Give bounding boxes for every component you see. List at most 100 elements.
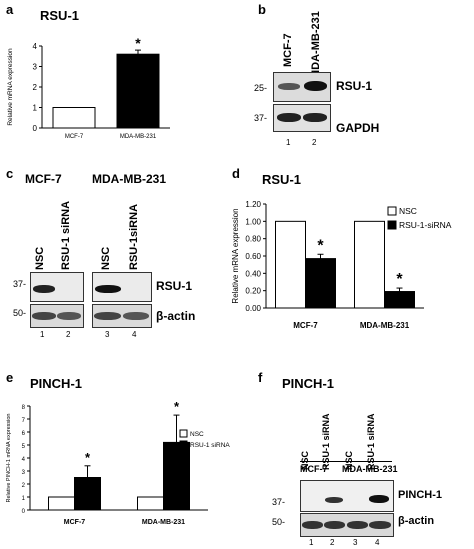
panel-c-group-2: MDA-MB-231: [92, 172, 167, 186]
panel-e-title: PINCH-1: [30, 376, 83, 391]
panel-f-band: [347, 521, 368, 529]
bar: [74, 477, 101, 511]
bar: [163, 441, 190, 511]
y-axis-label: Relative PINCH-1 mRNA expression: [6, 414, 12, 503]
significance-marker: *: [135, 35, 141, 51]
panel-a-letter: a: [6, 2, 14, 17]
y-tick-label: 4: [33, 42, 38, 51]
panel-f-group-line-1: [300, 461, 344, 462]
y-axis-label: Relative mRNA expression: [7, 48, 14, 126]
panel-f-band: [324, 521, 345, 529]
legend-swatch: [179, 440, 188, 449]
y-tick-label: 0.00: [245, 304, 261, 313]
panel-f-lane-number-2: 2: [330, 538, 335, 547]
bar: [137, 496, 164, 511]
y-tick-label: 1.00: [245, 217, 261, 226]
panel-f-mw-top: 37-: [272, 497, 286, 507]
panel-c-blot-actin-mda: [92, 304, 152, 328]
panel-b-lane-label-2: MDA-MB-231: [310, 11, 322, 79]
x-category-label: MDA-MB-231: [120, 134, 157, 140]
y-tick-label: 0.20: [245, 287, 261, 296]
panel-e-letter: e: [6, 370, 14, 385]
panel-b-lane-number-2: 2: [312, 138, 317, 147]
significance-marker: *: [85, 450, 91, 465]
panel-c-band: [95, 285, 121, 293]
panel-b-blot-rsu1: [273, 72, 331, 102]
bar: [52, 107, 96, 129]
panel-d-letter: d: [232, 166, 240, 181]
panel-f-title: PINCH-1: [282, 376, 335, 391]
panel-c-lane-label-3: NSC: [100, 246, 112, 270]
panel-c-letter: c: [6, 166, 14, 181]
y-tick-label: 0.80: [245, 235, 261, 244]
panel-c-lane-label-1: NSC: [34, 246, 46, 270]
panel-c-lane-number-3: 3: [105, 330, 110, 339]
significance-marker: *: [174, 399, 180, 414]
bar: [354, 220, 385, 309]
y-tick-label: 3: [33, 63, 38, 72]
panel-c-mw-bottom: 50-: [13, 308, 27, 318]
y-tick-label: 0: [22, 509, 26, 515]
panel-c-band: [33, 285, 55, 293]
y-tick-label: 0: [33, 124, 38, 133]
y-tick-label: 7: [22, 418, 26, 424]
panel-c-band: [123, 312, 149, 320]
panel-b-mw-top: 25-: [254, 83, 268, 93]
x-category-label: MCF-7: [293, 321, 318, 330]
panel-c-blot-actin-mcf7: [30, 304, 84, 328]
bar: [48, 496, 75, 511]
panel-b-mw-bottom: 37-: [254, 113, 268, 123]
panel-d-chart: 0.00 0.20 0.40 0.60 0.80 1.00 1.20 Relative mRN…: [231, 200, 452, 330]
panel-f-group-1: MCF-7: [300, 464, 328, 474]
legend-label: NSC: [399, 206, 417, 216]
bar: [384, 291, 415, 309]
panel-b-band: [277, 113, 301, 122]
panel-f-band: [369, 495, 389, 503]
y-tick-label: 1: [22, 496, 26, 502]
panel-f-group-line-2: [342, 461, 392, 462]
y-tick-label: 1: [33, 104, 38, 113]
bar: [116, 53, 160, 129]
panel-b-band: [304, 81, 327, 91]
panel-c-blot-rsu1-mcf7: [30, 272, 84, 302]
panel-f-protein-bottom: β-actin: [398, 515, 435, 527]
panel-a-title: RSU-1: [40, 8, 80, 23]
panel-c-band: [94, 312, 121, 320]
bar: [275, 220, 306, 309]
legend-swatch: [179, 429, 188, 438]
panel-b-band: [303, 113, 327, 122]
x-category-label: MDA-MB-231: [360, 321, 410, 330]
panel-c-protein-top: RSU-1: [156, 279, 193, 293]
panel-b-band: [278, 83, 300, 90]
x-category-label: MCF-7: [64, 519, 85, 526]
significance-marker: *: [317, 237, 324, 254]
panel-c-group-1: MCF-7: [25, 172, 62, 186]
panel-c-mw-top: 37-: [13, 279, 27, 289]
panel-f-protein-top: PINCH-1: [398, 489, 443, 501]
panel-b-protein-top: RSU-1: [336, 79, 373, 93]
x-category-label: MDA-MB-231: [142, 519, 185, 526]
legend-swatch: [387, 206, 397, 216]
panel-b-protein-bottom: GAPDH: [336, 121, 380, 135]
panel-a-chart: 0 1 2 3 4 Relative mRNA expression MCF-7 MDA-MB…: [7, 35, 170, 140]
y-axis-label: Relative mRNA expression: [231, 208, 240, 303]
panel-c-band: [32, 312, 56, 320]
panel-f-band: [325, 497, 343, 503]
panel-f-mw-bottom: 50-: [272, 517, 286, 527]
panel-c-blot-rsu1-mda: [92, 272, 152, 302]
panel-b-blot-gapdh: [273, 104, 331, 132]
y-tick-label: 4: [22, 457, 26, 463]
panel-f-blot-actin: [300, 513, 394, 537]
legend-label: RSU-1-siRNA: [399, 220, 452, 230]
panel-f-lane-number-4: 4: [375, 538, 380, 547]
panel-f-band: [369, 521, 391, 529]
panel-c-lane-number-2: 2: [66, 330, 71, 339]
panel-e-chart: 0 1 2 3 4 5 6 7 8 Relative PINCH-1 mRNA expressio…: [6, 399, 230, 526]
y-tick-label: 0.60: [245, 252, 261, 261]
panel-f-letter: f: [258, 370, 263, 385]
panel-c-lane-label-2: RSU-1 siRNA: [60, 200, 72, 270]
y-tick-label: 2: [22, 483, 26, 489]
x-category-label: MCF-7: [65, 134, 84, 140]
y-tick-label: 3: [22, 470, 26, 476]
panel-f-blot-pinch1: [300, 480, 394, 512]
